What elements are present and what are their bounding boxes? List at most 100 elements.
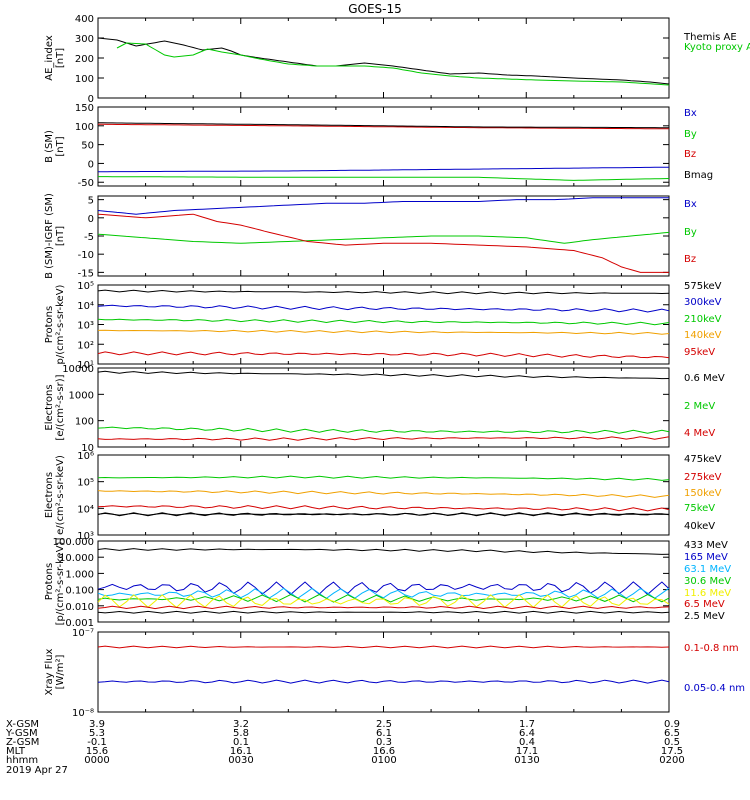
axis-row-value: 0.9 (664, 719, 680, 730)
series-line-protons1-3 (97, 329, 670, 335)
axis-row-value: 5.8 (233, 728, 249, 739)
y-tick-label: 10000 (62, 364, 94, 375)
series-line-electrons1-1 (97, 426, 670, 434)
panel-bigrf: 5 0 -5 -10 -15 B (SM)-IGRF (SM) [nT] Bx By Bz (44, 193, 697, 279)
axis-row-value: 0.4 (519, 737, 535, 748)
axis-row-value: 0.5 (664, 737, 680, 748)
series-line-protons1-4 (97, 351, 670, 359)
series-line-protons2-1 (97, 581, 670, 596)
legend-entry: 275keV (684, 472, 722, 483)
y-tick-label: 0.010 (65, 602, 94, 613)
y-tick-label: 10⁻⁸ (72, 708, 94, 719)
y-axis-label: e/(cm²-s-sr-keV) (55, 455, 66, 535)
series-line-bigrf-0 (97, 197, 669, 215)
y-tick-label: 10⁵ (77, 478, 94, 489)
panel-frame (97, 454, 670, 536)
legend-entry: 575keV (684, 281, 722, 292)
y-tick-label: 10.000 (59, 553, 94, 564)
legend-entry: Themis AE (683, 32, 737, 43)
y-tick-label: 100.000 (53, 537, 94, 548)
y-axis-label: [e/(cm²-s-sr)] (55, 374, 66, 440)
series-line-bsm-2 (98, 123, 669, 130)
legend-entry: 95keV (684, 347, 715, 358)
legend-entry: By (684, 227, 697, 238)
panel-frame (97, 195, 670, 277)
series-line-protons2-4 (97, 594, 670, 609)
legend-entry: 2.5 MeV (684, 611, 725, 622)
y-axis-label: [W/m²] (55, 654, 66, 689)
y-tick-label: -5 (84, 232, 94, 243)
y-tick-label: 10³ (77, 321, 94, 332)
panel-xray: 10⁻⁷ 10⁻⁸ Xray Flux [W/m²] 0.1-0.8 nm 0.05-0.… (44, 628, 745, 719)
y-axis-label: Electrons (44, 472, 55, 518)
legend-entry: Bmag (684, 170, 713, 181)
legend-entry: 63.1 MeV (684, 564, 731, 575)
legend-entry: 40keV (684, 521, 715, 532)
panel-frame (97, 367, 670, 448)
legend-entry: 11.6 MeV (684, 588, 731, 599)
y-axis-label: Xray Flux (44, 648, 55, 695)
axis-row-value: 1.7 (519, 719, 535, 730)
y-axis-label: Protons (44, 306, 55, 343)
panel-frame (97, 284, 670, 365)
series-line-protons2-2 (97, 587, 670, 600)
axis-row-value: 6.5 (664, 728, 680, 739)
plot-title: GOES-15 (348, 2, 402, 16)
y-tick-label: 150 (75, 103, 94, 114)
panel-electrons1: 10000 1000 100 10 Electrons [e/(cm²-s-sr)] 0.6… (44, 364, 725, 454)
axis-row-value: 16.1 (230, 746, 252, 757)
panel-protons2: 100.000 10.000 1.000 0.100 0.010 0.001 Protons… (44, 537, 731, 629)
y-tick-label: 0 (88, 94, 94, 105)
axis-row-value: 3.9 (89, 719, 105, 730)
legend-entry: 30.6 MeV (684, 576, 731, 587)
legend-entry: 150keV (684, 488, 722, 499)
axis-row-value: 17.1 (516, 746, 538, 757)
y-tick-label: -50 (78, 178, 94, 189)
legend-entry: 75keV (684, 503, 715, 514)
y-axis-label: [p/(cm²-s-sr-keV)] (55, 538, 66, 626)
series-line-protons1-1 (97, 304, 670, 313)
y-tick-label: 0.100 (65, 586, 94, 597)
legend-entry: Kyoto proxy AE (684, 42, 750, 53)
y-tick-label: 10⁻⁷ (72, 628, 94, 639)
y-tick-label: 0.001 (65, 618, 94, 629)
axis-row-value: 0000 (84, 755, 109, 766)
y-tick-label: 10⁴ (77, 504, 94, 515)
y-tick-label: 10¹ (77, 360, 94, 371)
axis-row-value: 0130 (514, 755, 539, 766)
legend-entry: 0.1-0.8 nm (684, 643, 739, 654)
series-line-protons2-0 (97, 548, 670, 555)
y-tick-label: 10⁵ (77, 281, 94, 292)
y-tick-label: 10 (81, 443, 94, 454)
y-axis-label: [nT] (55, 48, 66, 68)
y-tick-label: 1.000 (65, 569, 94, 580)
y-tick-label: 400 (75, 14, 94, 25)
axis-row-value: 2.5 (376, 719, 392, 730)
y-tick-label: 5 (88, 196, 94, 207)
legend-entry: 433 MeV (684, 540, 728, 551)
date-label: 2019 Apr 27 (6, 765, 68, 776)
legend-entry: Bz (684, 149, 696, 160)
legend-entry: 165 MeV (684, 552, 728, 563)
legend-entry: 300keV (684, 297, 722, 308)
legend-entry: Bz (684, 254, 696, 265)
y-tick-label: 10² (77, 340, 94, 351)
series-line-electrons2-1 (97, 505, 670, 512)
legend-entry: Bx (684, 108, 697, 119)
axis-row-value: 15.6 (86, 746, 108, 757)
y-tick-label: 200 (75, 54, 94, 65)
series-line-bigrf-1 (97, 231, 670, 244)
y-axis-label: B (SM) (44, 130, 55, 163)
series-line-bsm-0 (98, 166, 669, 173)
series-line-protons2-5 (97, 605, 670, 610)
y-axis-label: B (SM)-IGRF (SM) (44, 193, 55, 279)
axis-row-value: 16.6 (373, 746, 395, 757)
y-tick-label: -10 (78, 250, 94, 261)
series-line-bigrf-2 (97, 213, 669, 273)
y-tick-label: 0 (88, 214, 94, 225)
series-line-bsm-1 (98, 176, 670, 181)
y-tick-label: 100 (75, 122, 94, 133)
series-line-protons1-0 (97, 289, 670, 295)
y-axis-label: [nT] (55, 136, 66, 156)
